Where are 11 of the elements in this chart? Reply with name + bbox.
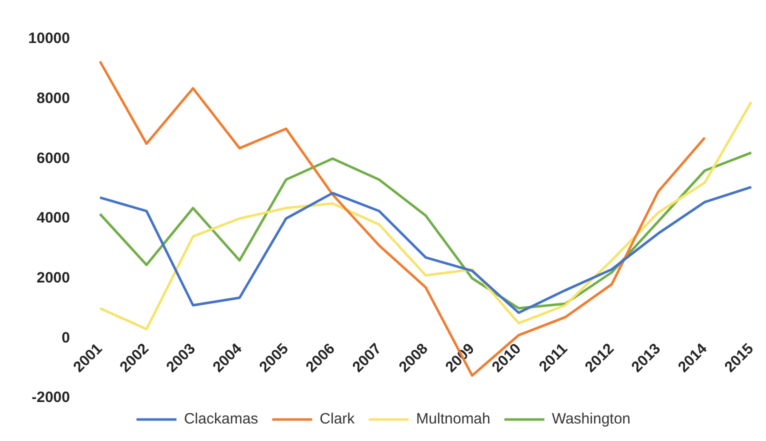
y-tick-label: 6000 bbox=[36, 150, 70, 167]
y-tick-label: 4000 bbox=[36, 210, 70, 227]
legend-label: Washington bbox=[552, 410, 631, 428]
legend-label: Clackamas bbox=[184, 410, 258, 428]
y-tick-label: 2000 bbox=[36, 269, 70, 286]
y-tick-label: -2000 bbox=[32, 389, 70, 406]
y-tick-label: 0 bbox=[62, 329, 70, 346]
legend-label: Clark bbox=[320, 410, 356, 428]
legend-label: Multnomah bbox=[416, 410, 490, 428]
y-tick-label: 10000 bbox=[28, 30, 70, 48]
y-tick-label: 8000 bbox=[36, 90, 70, 107]
